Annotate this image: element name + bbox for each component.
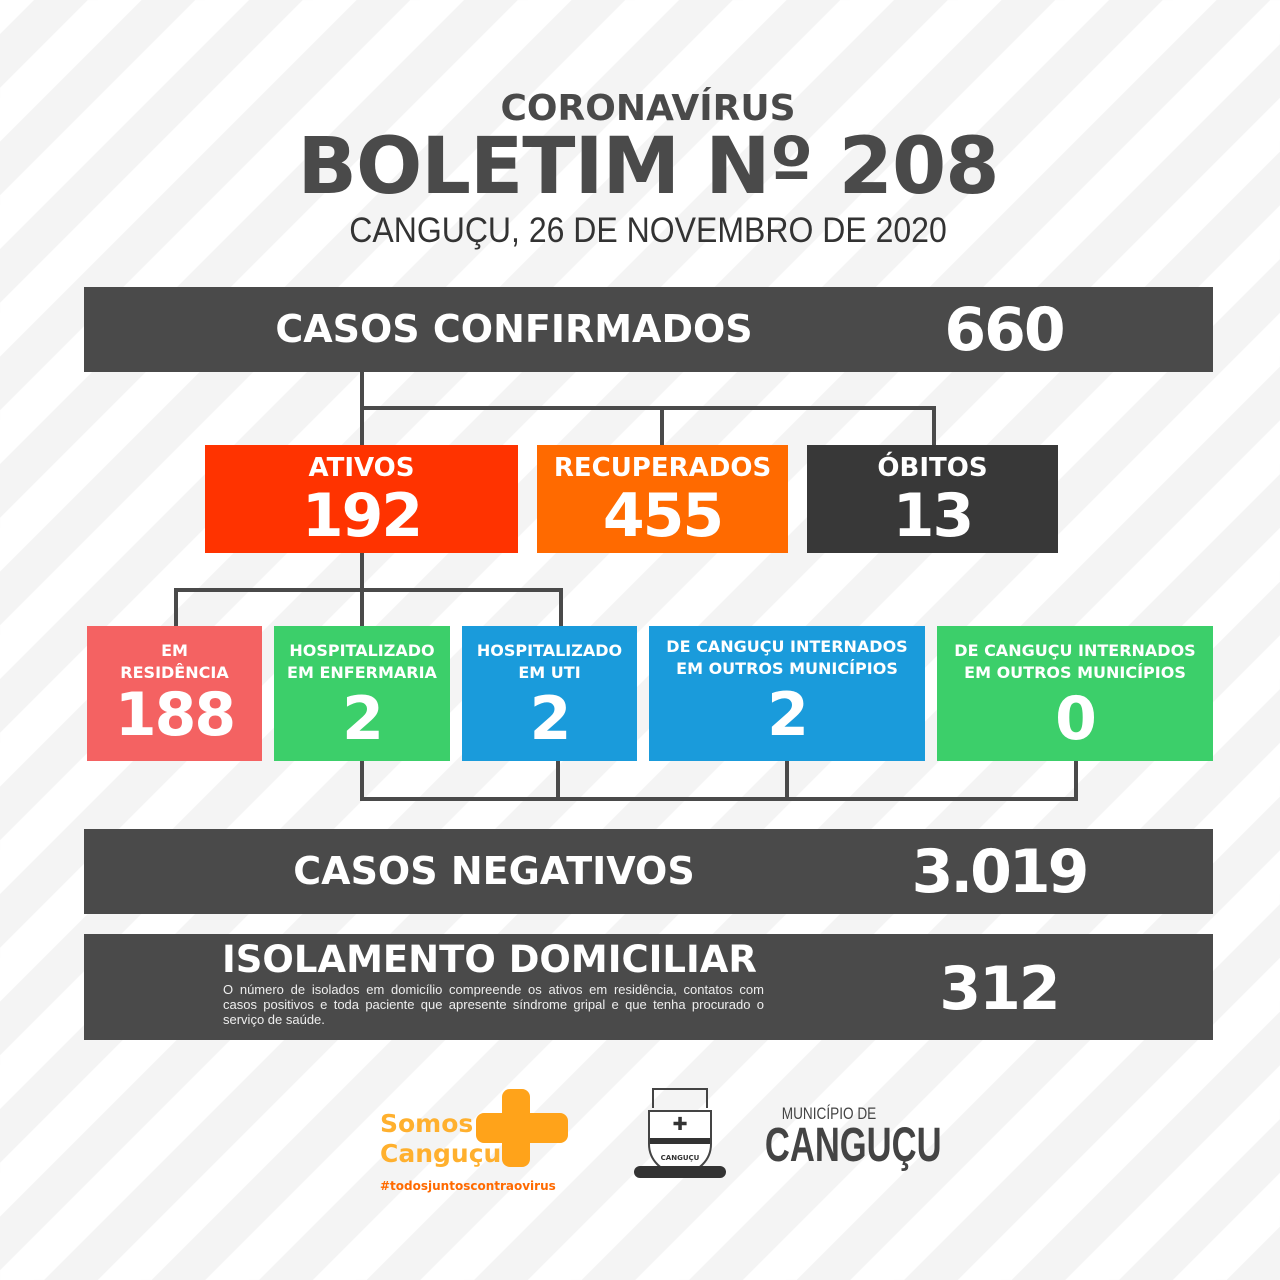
municipality-big: CANGUÇU	[764, 1119, 942, 1172]
negatives-label: CASOS NEGATIVOS	[293, 849, 695, 893]
connector	[174, 588, 563, 592]
recuperados-box: RECUPERADOS 455	[537, 445, 788, 553]
isolation-bar: ISOLAMENTO DOMICILIAR O número de isolad…	[84, 934, 1213, 1040]
recuperados-value: 455	[602, 481, 724, 551]
connector	[360, 761, 364, 801]
isolation-label: ISOLAMENTO DOMICILIAR	[222, 938, 757, 981]
page-title: BOLETIM Nº 208	[297, 122, 1000, 212]
negatives-value: 3.019	[911, 837, 1090, 907]
negatives-bar: CASOS NEGATIVOS 3.019	[84, 829, 1213, 914]
obitos-value: 13	[892, 481, 975, 551]
municipality-small: MUNICÍPIO DE	[781, 1104, 877, 1123]
outros-value: 0	[1055, 684, 1097, 754]
residencia-value: 188	[114, 680, 236, 750]
connector	[932, 406, 936, 445]
connector	[360, 797, 1078, 801]
connector	[559, 588, 563, 626]
connector	[360, 406, 936, 410]
connector	[174, 588, 178, 626]
crown-icon	[652, 1088, 708, 1108]
ativos-label: ATIVOS	[308, 453, 415, 483]
connector	[556, 761, 560, 801]
crest-text: CANGUÇU	[660, 1154, 700, 1162]
outros-label: DE CANGUÇU INTERNADOS EM OUTROS MUNICÍPI…	[666, 637, 908, 678]
connector	[660, 406, 664, 445]
kicker: CORONAVÍRUS	[500, 88, 796, 129]
connector	[1074, 761, 1078, 801]
outros-value: 2	[767, 680, 809, 750]
isolation-note: O número de isolados em domicílio compre…	[223, 982, 764, 1027]
confirmed-bar: CASOS CONFIRMADOS 660	[84, 287, 1213, 372]
uti-box: HOSPITALIZADO EM UTI 2	[462, 626, 637, 761]
uti-label: HOSPITALIZADO EM UTI	[476, 641, 623, 682]
isolation-value: 312	[939, 954, 1060, 1024]
plus-icon	[476, 1113, 568, 1143]
outros-municipios-uti-box: DE CANGUÇU INTERNADOS EM OUTROS MUNICÍPI…	[649, 626, 925, 761]
uti-value: 2	[529, 684, 572, 754]
residencia-box: EM RESIDÊNCIA 188	[87, 626, 262, 761]
recuperados-label: RECUPERADOS	[553, 453, 772, 483]
date: CANGUÇU, 26 DE NOVEMBRO DE 2020	[349, 210, 947, 250]
campaign-line1: Somos	[380, 1109, 474, 1138]
shield-icon: ✚ CANGUÇU	[648, 1110, 712, 1174]
confirmed-value: 660	[944, 295, 1065, 365]
obitos-label: ÓBITOS	[877, 453, 988, 483]
enfermaria-label: HOSPITALIZADO EM ENFERMARIA	[287, 641, 437, 682]
obitos-box: ÓBITOS 13	[807, 445, 1058, 553]
connector	[785, 761, 789, 801]
cross-icon: ✚	[672, 1114, 688, 1135]
hashtag: #todosjuntoscontraovirus	[380, 1179, 556, 1193]
campaign-line2: Canguçu	[380, 1139, 502, 1168]
confirmed-label: CASOS CONFIRMADOS	[275, 307, 753, 351]
municipal-crest: ✚ CANGUÇU	[630, 1088, 730, 1188]
ativos-box: ATIVOS 192	[205, 445, 518, 553]
enfermaria-value: 2	[342, 684, 384, 754]
enfermaria-box: HOSPITALIZADO EM ENFERMARIA 2	[274, 626, 450, 761]
ribbon	[634, 1166, 726, 1178]
outros-municipios-box: DE CANGUÇU INTERNADOS EM OUTROS MUNICÍPI…	[937, 626, 1213, 761]
somos-cangucu-logo: Somos Canguçu #todosjuntoscontraovirus	[380, 1085, 575, 1195]
outros-label: DE CANGUÇU INTERNADOS EM OUTROS MUNICÍPI…	[954, 641, 1196, 682]
residencia-label: EM RESIDÊNCIA	[120, 641, 229, 682]
ativos-value: 192	[301, 481, 423, 551]
